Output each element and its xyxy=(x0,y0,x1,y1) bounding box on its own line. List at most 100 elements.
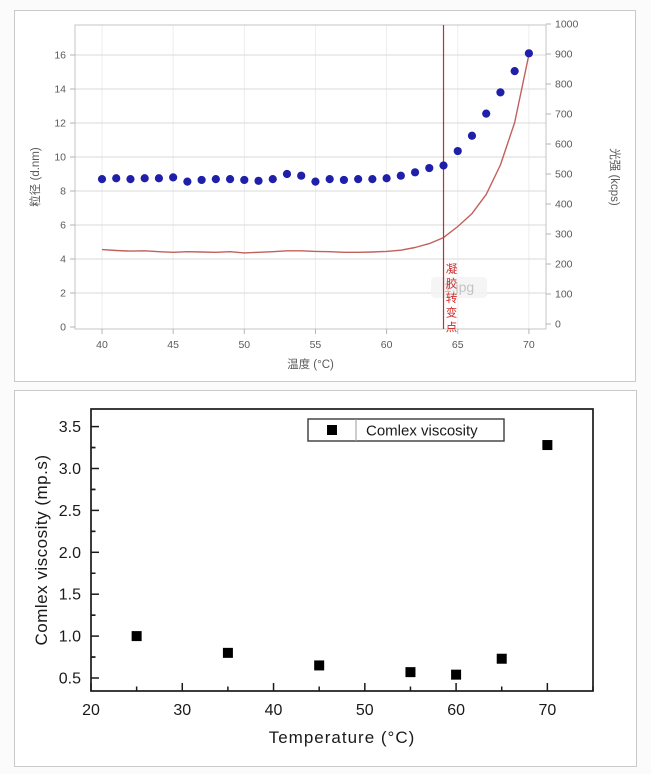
viscosity-data-point xyxy=(131,631,142,642)
size-data-point xyxy=(140,174,149,183)
size-data-point xyxy=(482,109,491,118)
x-axis-tick-label: 30 xyxy=(173,702,191,719)
left-axis: 0 2 4 6 8 10 12 14 16 xyxy=(54,50,75,334)
left-axis-tick-label: 14 xyxy=(54,84,66,96)
left-axis-tick-label: 0 xyxy=(60,322,66,334)
x-axis-title: 温度 (°C) xyxy=(287,357,334,371)
right-axis-tick-label: 600 xyxy=(555,139,573,151)
x-axis-tick-label: 50 xyxy=(356,702,374,719)
y-axis-tick-label: 3.0 xyxy=(59,461,81,478)
size-data-point xyxy=(154,174,164,183)
size-data-point xyxy=(467,131,477,140)
viscosity-data-point xyxy=(496,653,507,664)
size-data-point xyxy=(197,175,206,185)
right-axis-tick-label: 200 xyxy=(555,259,573,271)
size-data-point xyxy=(240,175,249,185)
x-axis-tick-label: 45 xyxy=(167,339,179,351)
transition-label-char: 变 xyxy=(446,306,458,320)
y-axis-tick-label: 2.0 xyxy=(59,545,81,562)
left-axis-tick-label: 4 xyxy=(60,254,66,266)
size-data-point xyxy=(112,174,121,183)
y-axis-tick-label: 2.5 xyxy=(59,503,81,520)
size-data-point xyxy=(510,67,519,76)
left-axis-tick-label: 10 xyxy=(54,152,66,164)
right-axis-tick-label: 0 xyxy=(555,319,561,331)
legend-label: Comlex viscosity xyxy=(366,423,478,440)
size-data-point xyxy=(254,176,263,185)
y-axis-tick-label: 1.0 xyxy=(59,629,81,646)
dls-size-intensity-chart-panel: 0 2 4 6 8 10 12 14 16 0 100 200 300 400 500 600 700 800 90… xyxy=(14,10,636,382)
size-data-point xyxy=(225,175,235,184)
viscosity-data-point xyxy=(405,667,416,678)
y-axis-tick-label: 3.5 xyxy=(59,419,81,436)
size-scatter-series xyxy=(97,49,533,186)
transition-label-char: 凝 xyxy=(446,262,458,276)
intensity-line-series xyxy=(101,54,530,254)
x-axis-tick-label: 55 xyxy=(310,339,322,351)
x-axis: 20 30 40 50 60 70 xyxy=(82,683,594,719)
size-data-point xyxy=(311,177,320,186)
size-data-point xyxy=(439,161,448,170)
plot-border xyxy=(74,24,547,330)
size-data-point xyxy=(410,168,420,177)
x-axis-tick-label: 60 xyxy=(447,702,465,719)
legend-marker-square xyxy=(327,425,337,435)
size-data-point xyxy=(325,175,334,184)
right-axis-tick-label: 800 xyxy=(555,79,573,91)
x-axis: 40 45 50 55 60 65 70 xyxy=(96,329,535,351)
size-data-point xyxy=(453,146,462,156)
y-axis: 0.5 1.0 1.5 2.0 2.5 3.0 3.5 xyxy=(59,419,99,688)
viscosity-scatter-series xyxy=(131,440,553,680)
watermark-text: 1.jpg xyxy=(444,279,474,295)
size-data-point xyxy=(282,169,292,179)
size-data-point xyxy=(354,175,363,184)
y-axis-tick-label: 0.5 xyxy=(59,671,81,688)
x-axis-title: Temperature (°C) xyxy=(269,728,416,747)
left-axis-tick-label: 6 xyxy=(60,220,66,232)
size-data-point xyxy=(496,88,505,97)
axes-frame xyxy=(90,408,594,692)
complex-viscosity-chart: 0.5 1.0 1.5 2.0 2.5 3.0 3.5 20 30 40 50 60 70 Tempera… xyxy=(32,408,594,747)
legend: Comlex viscosity xyxy=(307,418,505,442)
size-data-point xyxy=(97,175,107,184)
x-axis-tick-label: 70 xyxy=(538,702,556,719)
left-axis-tick-label: 12 xyxy=(54,118,66,130)
right-axis-tick-label: 100 xyxy=(555,289,573,301)
size-data-point xyxy=(183,177,192,186)
complex-viscosity-chart-panel: 0.5 1.0 1.5 2.0 2.5 3.0 3.5 20 30 40 50 60 70 Tempera… xyxy=(14,390,637,767)
size-data-point xyxy=(425,163,434,173)
left-axis-tick-label: 16 xyxy=(54,50,66,62)
x-axis-tick-label: 60 xyxy=(381,339,393,351)
size-data-point xyxy=(524,49,533,58)
right-axis-tick-label: 400 xyxy=(555,199,573,211)
left-axis-tick-label: 2 xyxy=(60,288,66,300)
size-data-point xyxy=(126,175,135,184)
x-axis-tick-label: 70 xyxy=(523,339,535,351)
x-axis-tick-label: 65 xyxy=(452,339,464,351)
transition-label-char: 点 xyxy=(446,321,458,334)
viscosity-data-point xyxy=(314,660,325,671)
horizontal-gridlines xyxy=(75,54,546,294)
viscosity-data-point xyxy=(542,440,553,451)
right-axis-tick-label: 300 xyxy=(555,229,573,241)
transition-label-char: 转 xyxy=(446,291,458,305)
legend-box xyxy=(307,418,505,442)
transition-label-char: 胶 xyxy=(446,277,458,291)
size-data-point xyxy=(368,175,377,184)
dls-size-intensity-chart: 0 2 4 6 8 10 12 14 16 0 100 200 300 400 500 600 700 800 90… xyxy=(28,19,622,372)
right-axis-tick-label: 1000 xyxy=(555,19,579,31)
y-axis-tick-label: 1.5 xyxy=(59,587,81,604)
right-axis-title: 光强 (kcps) xyxy=(608,148,622,206)
viscosity-data-point xyxy=(451,669,462,680)
x-axis-tick-label: 20 xyxy=(82,702,100,719)
left-axis-title: 粒径 (d.nm) xyxy=(28,147,42,207)
left-axis-tick-label: 8 xyxy=(60,186,66,198)
size-data-point xyxy=(396,171,405,180)
right-axis-tick-label: 500 xyxy=(555,169,573,181)
right-axis-tick-label: 900 xyxy=(555,49,573,61)
viscosity-data-point xyxy=(222,647,233,658)
size-data-point xyxy=(339,175,349,185)
size-data-point xyxy=(169,173,178,182)
